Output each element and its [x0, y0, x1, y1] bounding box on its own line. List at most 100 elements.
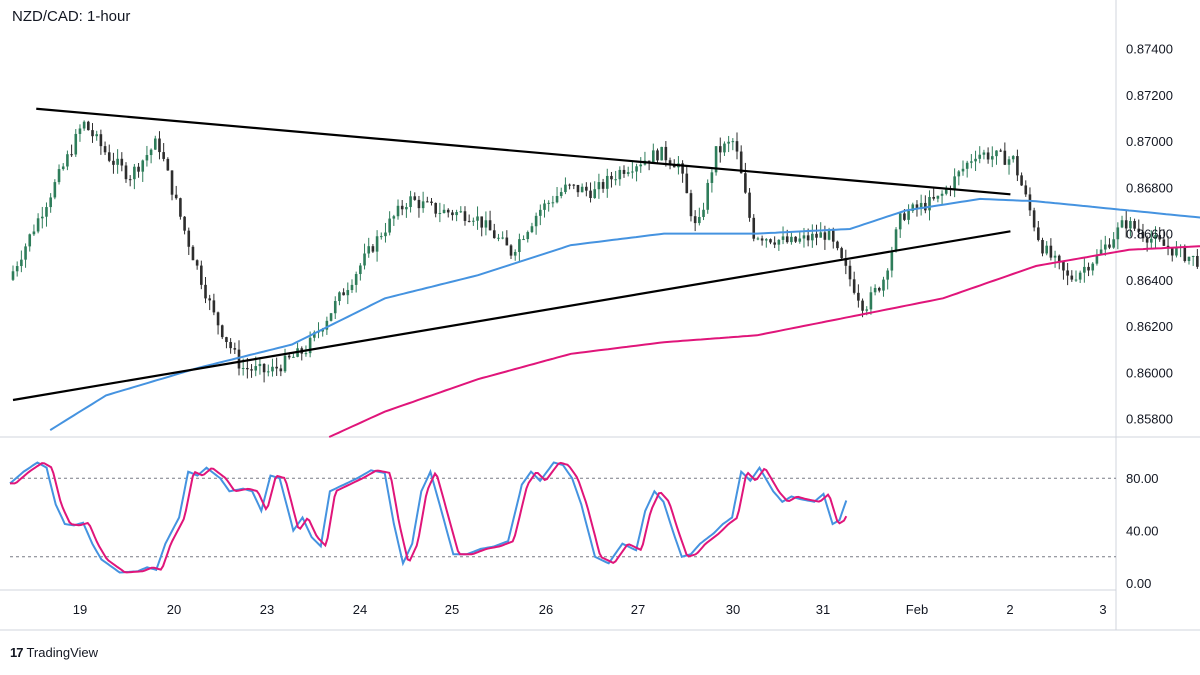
- candle-body: [384, 232, 387, 237]
- candle-body: [1137, 228, 1141, 232]
- candle-body: [794, 236, 797, 242]
- candle-body: [1045, 245, 1048, 254]
- candle-body: [91, 130, 94, 137]
- candle-body: [1078, 272, 1082, 280]
- candle-body: [133, 166, 136, 180]
- candle-body: [1007, 159, 1011, 165]
- candle-body: [116, 158, 119, 165]
- oscillator-tick-label: 80.00: [1126, 471, 1159, 486]
- candle-body: [760, 238, 764, 241]
- candle-body: [1124, 220, 1128, 229]
- candle-body: [593, 189, 597, 198]
- candle-body: [664, 146, 668, 161]
- candle-body: [543, 203, 546, 210]
- candle-body: [1049, 245, 1053, 258]
- candle-body: [706, 182, 710, 210]
- candle-body: [66, 154, 69, 167]
- candle-body: [400, 205, 404, 210]
- candle-body: [802, 235, 806, 239]
- candle-body: [907, 210, 910, 220]
- candle-body: [861, 300, 864, 311]
- candle-body: [1103, 244, 1107, 250]
- time-tick-label: 31: [816, 602, 830, 617]
- candle-body: [388, 218, 391, 233]
- candle-body: [409, 196, 412, 208]
- candle-body: [944, 188, 948, 194]
- candle-body: [371, 246, 375, 252]
- candle-body: [940, 193, 944, 196]
- candle-body: [492, 230, 496, 239]
- candle-body: [426, 201, 429, 203]
- candle-body: [857, 292, 860, 301]
- candle-body: [283, 355, 287, 372]
- candle-body: [702, 209, 705, 217]
- candle-body: [241, 367, 245, 369]
- candle-body: [1116, 227, 1120, 240]
- candle-body: [1187, 256, 1191, 262]
- candle-body: [266, 371, 270, 373]
- price-tick-label: 0.86200: [1126, 319, 1173, 334]
- time-tick-label: 24: [353, 602, 367, 617]
- candle-body: [522, 239, 525, 241]
- candle-body: [1196, 255, 1199, 267]
- candle-body: [1032, 210, 1036, 228]
- candle-body: [656, 150, 659, 161]
- candle-body: [744, 173, 747, 193]
- candle-body: [459, 211, 463, 213]
- candle-body: [1145, 238, 1149, 243]
- candle-body: [103, 146, 107, 153]
- candle-body: [74, 133, 78, 155]
- candle-body: [124, 165, 128, 180]
- candle-body: [919, 202, 923, 209]
- candle-body: [798, 238, 802, 242]
- candle-body: [597, 182, 601, 190]
- candle-body: [1170, 248, 1174, 256]
- time-tick-label: 25: [445, 602, 459, 617]
- candle-body: [605, 175, 609, 189]
- candle-body: [547, 202, 550, 204]
- candle-body: [396, 205, 400, 217]
- candle-body: [731, 141, 735, 143]
- candle-body: [1191, 255, 1195, 257]
- candle-body: [216, 312, 220, 326]
- candle-body: [840, 248, 843, 259]
- candle-body: [559, 192, 563, 196]
- candle-body: [585, 186, 588, 191]
- candle-body: [509, 245, 513, 256]
- candle-body: [723, 143, 726, 153]
- candle-body: [513, 251, 517, 256]
- candle-body: [1162, 239, 1166, 246]
- candle-body: [405, 207, 408, 210]
- candle-body: [484, 220, 488, 228]
- candle-body: [49, 197, 52, 208]
- candle-body: [342, 292, 345, 296]
- candle-body: [153, 138, 157, 150]
- candle-body: [689, 193, 693, 217]
- candle-body: [844, 258, 848, 266]
- candle-body: [225, 337, 228, 343]
- candle-body: [463, 211, 467, 221]
- time-tick-label: 30: [726, 602, 740, 617]
- candle-body: [752, 217, 756, 239]
- price-tick-label: 0.87400: [1126, 42, 1173, 57]
- candle-body: [250, 369, 253, 371]
- candle-body: [442, 209, 446, 214]
- candle-body: [1112, 239, 1115, 248]
- tradingview-brand[interactable]: 17 TradingView: [10, 645, 98, 660]
- time-axis: 19 20 23 24 25 26 27 30 31 Feb 2 3: [73, 602, 1107, 617]
- candle-body: [313, 332, 316, 338]
- candle-body: [1099, 249, 1103, 255]
- candle-body: [539, 209, 542, 216]
- candle-body: [1020, 175, 1023, 186]
- candle-body: [497, 237, 500, 239]
- candle-body: [246, 367, 249, 370]
- candle-body: [1016, 156, 1019, 176]
- candle-body: [1070, 275, 1074, 280]
- candle-body: [685, 173, 689, 194]
- candle-body: [790, 236, 793, 243]
- stochastic-oscillator: [9, 461, 848, 574]
- price-tick-label: 0.86600: [1126, 227, 1173, 242]
- candle-body: [961, 168, 965, 172]
- candle-body: [865, 309, 869, 311]
